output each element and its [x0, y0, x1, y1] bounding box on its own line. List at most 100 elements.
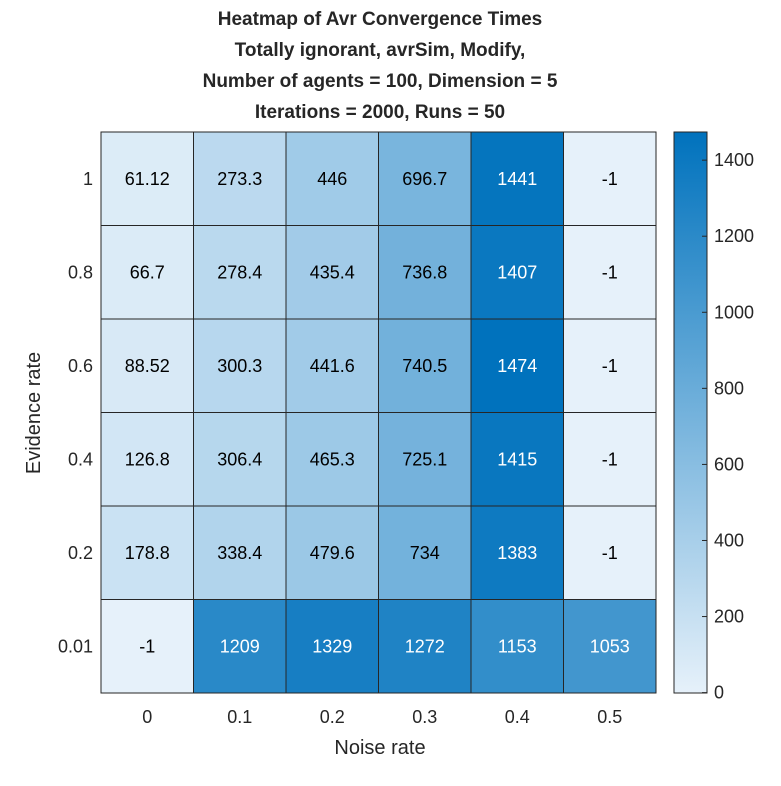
heatmap-cell-label: 126.8 [125, 449, 170, 469]
colorbar-tick-label: 600 [714, 454, 744, 474]
heatmap-cell-label: 273.3 [217, 169, 262, 189]
heatmap-cell [563, 412, 657, 507]
chart-title-line: Heatmap of Avr Convergence Times [218, 9, 543, 30]
heatmap-cell-label: 300.3 [217, 356, 262, 376]
heatmap-cell [563, 131, 657, 226]
colorbar-tick-label: 200 [714, 607, 744, 627]
colorbar-gradient [673, 131, 708, 694]
heatmap-cell [378, 505, 472, 600]
heatmap-cell [470, 505, 564, 600]
heatmap-cell-label: 441.6 [310, 356, 355, 376]
chart-title: Heatmap of Avr Convergence Times Totally … [203, 9, 558, 123]
chart-title-line: Number of agents = 100, Dimension = 5 [203, 71, 558, 92]
y-tick-label: 1 [83, 169, 93, 189]
heatmap-cell [563, 318, 657, 413]
y-tick-label: 0.8 [68, 262, 93, 282]
heatmap-cell-label: 1407 [497, 262, 537, 282]
y-axis-ticks: 1 0.8 0.6 0.4 0.2 0.01 [58, 169, 93, 657]
heatmap-cell-label: 1474 [497, 356, 537, 376]
heatmap-cell-label: 1329 [312, 636, 352, 656]
heatmap-cell-label: 306.4 [217, 449, 262, 469]
heatmap-cell-label: 278.4 [217, 262, 262, 282]
heatmap-cell-label: 1209 [220, 636, 260, 656]
heatmap-cell [100, 505, 194, 600]
heatmap-cell-label: 446 [317, 169, 347, 189]
heatmap-cell-label: -1 [602, 169, 618, 189]
heatmap-cell-label: 88.52 [125, 356, 170, 376]
heatmap-cell-label: 66.7 [130, 262, 165, 282]
heatmap-cell-label: 61.12 [125, 169, 170, 189]
heatmap-cell-label: 1053 [590, 636, 630, 656]
heatmap-cell [470, 131, 564, 226]
heatmap-cell [378, 131, 472, 226]
y-tick-label: 0.4 [68, 449, 93, 469]
colorbar-tick-label: 800 [714, 378, 744, 398]
y-tick-label: 0.01 [58, 636, 93, 656]
heatmap-cell-label: -1 [602, 543, 618, 563]
heatmap-cell-label: 696.7 [402, 169, 447, 189]
x-axis-ticks: 0 0.1 0.2 0.3 0.4 0.5 [142, 707, 622, 727]
heatmap-cell [193, 131, 287, 226]
heatmap-cell [193, 225, 287, 320]
y-tick-label: 0.6 [68, 356, 93, 376]
y-axis-label: Evidence rate [23, 352, 45, 474]
heatmap-cell-label: 178.8 [125, 543, 170, 563]
heatmap-cell [470, 318, 564, 413]
x-tick-label: 0.5 [597, 707, 622, 727]
heatmap-cell [285, 318, 379, 413]
x-tick-label: 0.4 [505, 707, 530, 727]
heatmap-cell-label: 435.4 [310, 262, 355, 282]
heatmap-cell-label: -1 [139, 636, 155, 656]
heatmap-cell [470, 412, 564, 507]
y-tick-label: 0.2 [68, 543, 93, 563]
heatmap-cell [470, 599, 564, 694]
heatmap-cell-label: -1 [602, 449, 618, 469]
heatmap-cell-label: 736.8 [402, 262, 447, 282]
heatmap-cell [285, 505, 379, 600]
heatmap-cells [100, 131, 657, 694]
colorbar-tick-label: 1000 [714, 302, 754, 322]
heatmap-cell-label: 1383 [497, 543, 537, 563]
x-tick-label: 0.2 [320, 707, 345, 727]
heatmap-cell [563, 225, 657, 320]
heatmap-cell [100, 599, 194, 694]
x-tick-label: 0.3 [412, 707, 437, 727]
heatmap-cell-label: 740.5 [402, 356, 447, 376]
heatmap-cell [378, 599, 472, 694]
heatmap-cell-label: 1272 [405, 636, 445, 656]
heatmap-cell-label: 734 [410, 543, 440, 563]
colorbar-tick-label: 0 [714, 683, 724, 703]
x-tick-label: 0 [142, 707, 152, 727]
chart-title-line: Totally ignorant, avrSim, Modify, [235, 40, 526, 61]
heatmap-cell-label: 1153 [498, 636, 537, 656]
heatmap-cell [100, 131, 194, 226]
heatmap-cell [563, 599, 657, 694]
colorbar: 0 200 400 600 800 1000 1200 1400 [673, 131, 754, 703]
heatmap-cell-label: 465.3 [310, 449, 355, 469]
heatmap-cell [285, 131, 379, 226]
heatmap-cell [378, 318, 472, 413]
heatmap-cell [563, 505, 657, 600]
heatmap-cell [378, 225, 472, 320]
heatmap-cell [285, 412, 379, 507]
x-tick-label: 0.1 [227, 707, 252, 727]
chart-title-line: Iterations = 2000, Runs = 50 [255, 102, 505, 123]
heatmap-cell-label: 725.1 [402, 449, 447, 469]
colorbar-tick-label: 1200 [714, 226, 754, 246]
heatmap-cell [378, 412, 472, 507]
heatmap-cell-label: 479.6 [310, 543, 355, 563]
heatmap-cell-label: 1441 [497, 169, 537, 189]
heatmap-cell-label: 338.4 [217, 543, 262, 563]
heatmap-cell [193, 318, 287, 413]
heatmap-cell [100, 412, 194, 507]
heatmap-cell [100, 318, 194, 413]
colorbar-tick-label: 1400 [714, 150, 754, 170]
heatmap-cell [193, 412, 287, 507]
heatmap-cell-label: -1 [602, 262, 618, 282]
colorbar-tick-label: 400 [714, 530, 744, 550]
heatmap-cell-label: 1415 [497, 449, 537, 469]
heatmap-cell-labels: 61.12 273.3 446 696.7 1441 -1 66.7 278.4 435.4 73… [125, 169, 630, 657]
x-axis-label: Noise rate [334, 737, 425, 759]
